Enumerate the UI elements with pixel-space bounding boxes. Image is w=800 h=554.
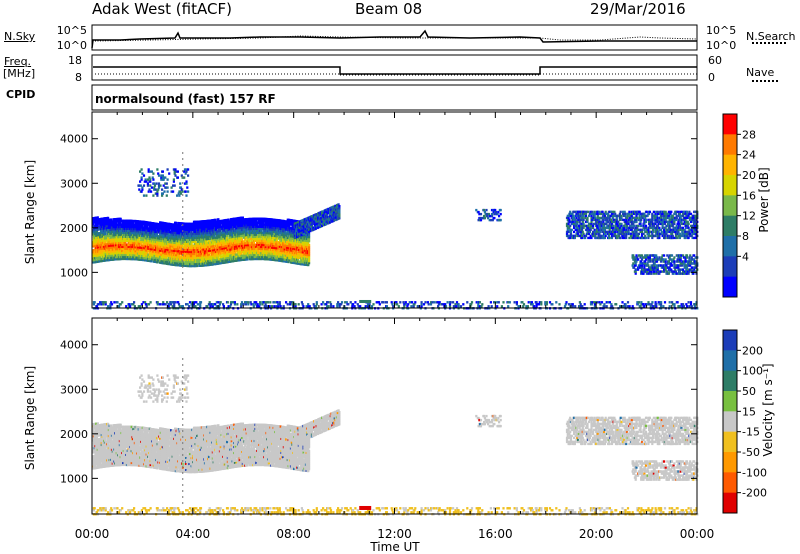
nsearch-legend	[752, 42, 786, 44]
power-cell-34	[92, 225, 95, 228]
noise-right-tick-top: 10^5	[706, 24, 736, 37]
power-cell-98	[95, 216, 98, 219]
power-cell-58	[94, 258, 97, 262]
beam-title: Beam 08	[355, 0, 422, 18]
nsearch-label: N.Search	[746, 30, 796, 43]
power-cell-7	[92, 245, 95, 248]
power-cell-131	[96, 234, 99, 237]
freq-right-tick-bottom: 0	[708, 71, 715, 84]
freq-left-tick-bottom: 8	[75, 71, 82, 84]
power-cell-14	[92, 223, 95, 226]
power-cell-137	[96, 216, 99, 219]
power-cell-3104	[226, 234, 229, 238]
noise-panel	[91, 24, 698, 51]
power-cell-1869	[174, 221, 177, 225]
nave-label: Nave	[746, 66, 774, 79]
power-cell-88	[95, 240, 98, 243]
power-cell-111	[95, 230, 99, 233]
cpid-label: CPID	[6, 88, 35, 101]
cpid-text: normalsound (fast) 157 RF	[95, 92, 276, 106]
power-cell-134	[96, 224, 99, 227]
nave-legend	[752, 80, 778, 82]
freq-right-tick-top: 60	[708, 54, 722, 67]
noise-left-tick-bottom: 10^0	[57, 39, 87, 52]
cpid-panel	[91, 84, 698, 111]
freq-unit-label: [MHz]	[3, 67, 35, 80]
nsky-label: N.Sky	[4, 30, 35, 43]
power-cell-117	[95, 218, 99, 221]
nave-line	[95, 73, 697, 76]
power-panel-scatter	[92, 152, 699, 310]
freq-label: Freq.	[4, 55, 31, 68]
power-cell-120	[96, 256, 99, 259]
noise-left-tick-top: 10^5	[57, 24, 87, 37]
power-cell-139	[97, 258, 100, 261]
station-title: Adak West (fitACF)	[92, 0, 232, 18]
power-cell-76	[94, 220, 97, 224]
freq-line	[93, 66, 697, 75]
power-cell-75	[94, 222, 97, 226]
noise-right-tick-bottom: 10^0	[706, 39, 736, 52]
power-cell-87	[95, 242, 98, 246]
power-cell-21	[92, 255, 95, 258]
power-cell-129	[96, 238, 99, 241]
power-cell-41	[93, 252, 96, 256]
noise-search-line	[94, 35, 698, 42]
date-title: 29/Mar/2016	[590, 0, 686, 18]
freq-left-tick-top: 18	[68, 54, 82, 67]
